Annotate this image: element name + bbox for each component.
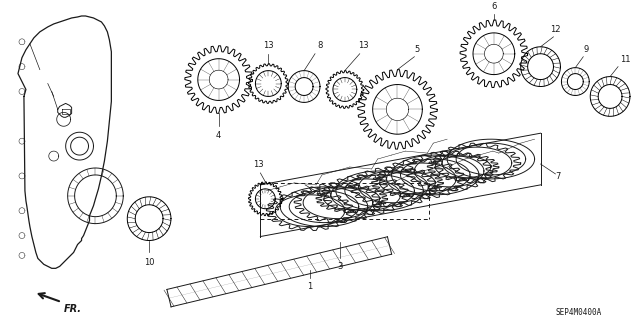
Text: 7: 7 bbox=[556, 173, 561, 182]
Text: FR.: FR. bbox=[63, 304, 82, 314]
Text: 13: 13 bbox=[263, 41, 274, 50]
Text: 9: 9 bbox=[584, 45, 589, 54]
Text: 8: 8 bbox=[317, 41, 323, 50]
Text: 5: 5 bbox=[415, 45, 420, 54]
Text: 3: 3 bbox=[337, 262, 342, 271]
Text: SEP4M0400A: SEP4M0400A bbox=[555, 308, 602, 316]
Text: 1: 1 bbox=[307, 282, 313, 291]
Text: 13: 13 bbox=[358, 41, 369, 50]
Text: 2: 2 bbox=[316, 187, 321, 196]
Text: 13: 13 bbox=[253, 160, 264, 169]
Text: 11: 11 bbox=[620, 55, 630, 64]
Text: 4: 4 bbox=[216, 131, 221, 140]
Text: 10: 10 bbox=[144, 258, 154, 267]
Text: 12: 12 bbox=[550, 25, 561, 34]
Text: 6: 6 bbox=[491, 2, 497, 11]
